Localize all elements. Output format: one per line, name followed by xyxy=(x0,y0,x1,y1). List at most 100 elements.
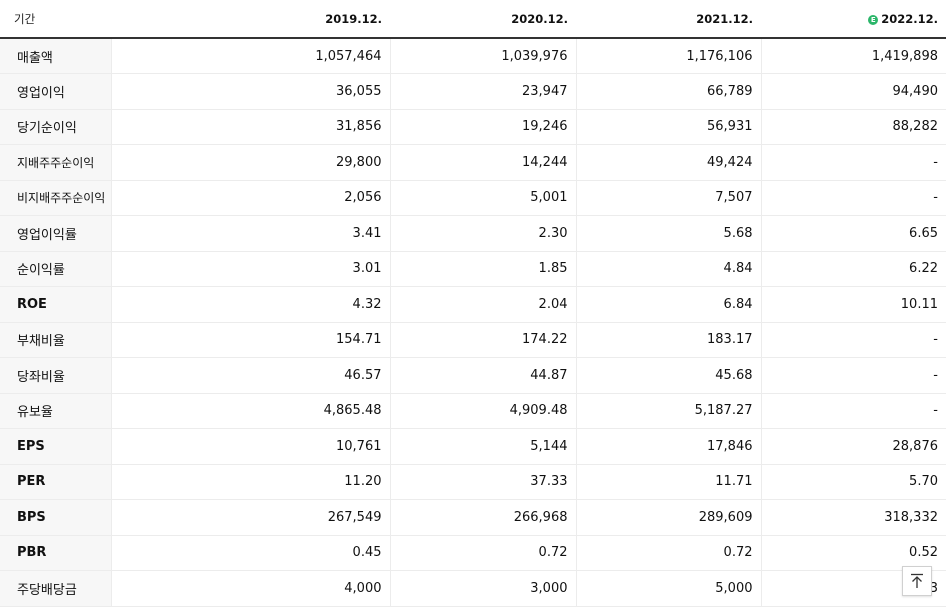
table-cell: 36,055 xyxy=(110,73,390,110)
table-cell: 3.41 xyxy=(110,215,390,252)
table-cell: 2,056 xyxy=(110,180,390,216)
table-row-bps: BPS 267,549 266,968 289,609 318,332 xyxy=(0,499,946,536)
table-cell: 0.45 xyxy=(110,535,390,571)
table-cell: 44.87 xyxy=(389,357,576,394)
table-row-noncontrolling-net-income: 비지배주주순이익 2,056 5,001 7,507 - xyxy=(0,180,946,216)
table-cell: - xyxy=(760,393,946,429)
table-cell: 0.52 xyxy=(760,535,946,571)
table-cell: 28,876 xyxy=(760,428,946,465)
row-label: 영업이익 xyxy=(0,73,111,110)
table-cell: 174.22 xyxy=(389,321,576,358)
table-row-operating-margin: 영업이익률 3.41 2.30 5.68 6.65 xyxy=(0,215,946,252)
table-cell: 19,246 xyxy=(389,109,576,145)
table-cell: - xyxy=(760,180,946,216)
table-cell: 4.84 xyxy=(575,251,761,287)
table-cell: 267,549 xyxy=(110,499,390,536)
table-cell: 37.33 xyxy=(389,464,576,500)
table-cell: 1,176,106 xyxy=(575,38,761,74)
table-cell: 2.30 xyxy=(389,215,576,252)
table-cell: 14,244 xyxy=(389,144,576,181)
table-cell: 4.32 xyxy=(110,286,390,323)
table-cell: 318,332 xyxy=(760,499,946,536)
table-cell: 5,000 xyxy=(575,570,761,607)
table-row-net-income: 당기순이익 31,856 19,246 56,931 88,282 xyxy=(0,109,946,145)
table-cell: 3.01 xyxy=(110,251,390,287)
table-cell: 10.11 xyxy=(760,286,946,323)
row-label: 지배주주순이익 xyxy=(0,144,111,181)
table-cell: 154.71 xyxy=(110,321,390,358)
table-cell: 6.84 xyxy=(575,286,761,323)
row-label: 비지배주주순이익 xyxy=(0,180,111,216)
row-label: PER xyxy=(0,464,111,500)
table-cell: 5,001 xyxy=(389,180,576,216)
table-cell: 1,039,976 xyxy=(389,38,576,74)
table-row-per: PER 11.20 37.33 11.71 5.70 xyxy=(0,464,946,500)
arrow-up-to-top-icon xyxy=(911,573,923,588)
table-cell: 4,865.48 xyxy=(110,393,390,429)
row-label: ROE xyxy=(0,286,111,323)
table-row-roe: ROE 4.32 2.04 6.84 10.11 xyxy=(0,286,946,323)
row-label: 부채비율 xyxy=(0,321,111,358)
row-label: 순이익률 xyxy=(0,251,111,287)
column-header-2022-estimate: E 2022.12. xyxy=(761,0,946,39)
table-cell: - xyxy=(760,144,946,181)
table-cell: 4,000 xyxy=(110,570,390,607)
row-label: EPS xyxy=(0,428,111,465)
column-header-2021: 2021.12. xyxy=(576,0,761,39)
table-cell: 10,761 xyxy=(110,428,390,465)
header-row: 기간 2019.12. 2020.12. 2021.12. E 2022.12. xyxy=(0,0,946,39)
row-label: PBR xyxy=(0,535,111,571)
table-cell: 11.20 xyxy=(110,464,390,500)
scroll-to-top-button[interactable] xyxy=(902,566,932,596)
column-header-2020: 2020.12. xyxy=(390,0,576,39)
table-cell: 46.57 xyxy=(110,357,390,394)
table-cell: 1.85 xyxy=(389,251,576,287)
table-cell: 266,968 xyxy=(389,499,576,536)
table-cell: 5,144 xyxy=(389,428,576,465)
table-cell: 6.65 xyxy=(760,215,946,252)
table-row-quick-ratio: 당좌비율 46.57 44.87 45.68 - xyxy=(0,357,946,394)
table-row-debt-ratio: 부채비율 154.71 174.22 183.17 - xyxy=(0,321,946,358)
row-label: BPS xyxy=(0,499,111,536)
table-cell: 289,609 xyxy=(575,499,761,536)
table-cell: 3,000 xyxy=(389,570,576,607)
table-row-controlling-net-income: 지배주주순이익 29,800 14,244 49,424 - xyxy=(0,144,946,181)
table-cell: 5.68 xyxy=(575,215,761,252)
table-cell: 88,282 xyxy=(760,109,946,145)
table-cell: 0.72 xyxy=(389,535,576,571)
table-row-reserve-ratio: 유보율 4,865.48 4,909.48 5,187.27 - xyxy=(0,393,946,429)
table-cell: 31,856 xyxy=(110,109,390,145)
column-header-2019: 2019.12. xyxy=(111,0,390,39)
table-cell: - xyxy=(760,357,946,394)
table-row-pbr: PBR 0.45 0.72 0.72 0.52 xyxy=(0,535,946,571)
table-row-revenue: 매출액 1,057,464 1,039,976 1,176,106 1,419,… xyxy=(0,38,946,74)
row-label: 주당배당금 xyxy=(0,570,111,607)
estimate-badge-icon: E xyxy=(868,14,879,25)
table-cell: 23,947 xyxy=(389,73,576,110)
table-cell: 5.70 xyxy=(760,464,946,500)
table-cell: 11.71 xyxy=(575,464,761,500)
table-cell: 6.22 xyxy=(760,251,946,287)
table-cell: 1,419,898 xyxy=(760,38,946,74)
row-label: 당기순이익 xyxy=(0,109,111,145)
row-label: 매출액 xyxy=(0,38,111,74)
table-cell: 56,931 xyxy=(575,109,761,145)
table-cell: - xyxy=(760,321,946,358)
table-cell: 5,187.27 xyxy=(575,393,761,429)
table-cell: 94,490 xyxy=(760,73,946,110)
row-label: 영업이익률 xyxy=(0,215,111,252)
table-cell: 2.04 xyxy=(389,286,576,323)
table-cell: 7,507 xyxy=(575,180,761,216)
table-cell: 183.17 xyxy=(575,321,761,358)
row-label: 유보율 xyxy=(0,393,111,429)
table-cell: 17,846 xyxy=(575,428,761,465)
table-cell: 4,909.48 xyxy=(389,393,576,429)
table-row-dividend-per-share: 주당배당금 4,000 3,000 5,000 1,3 xyxy=(0,570,946,607)
table-cell: 1,057,464 xyxy=(110,38,390,74)
row-label: 당좌비율 xyxy=(0,357,111,394)
table-row-net-margin: 순이익률 3.01 1.85 4.84 6.22 xyxy=(0,251,946,287)
table-row-eps: EPS 10,761 5,144 17,846 28,876 xyxy=(0,428,946,465)
table-row-operating-income: 영업이익 36,055 23,947 66,789 94,490 xyxy=(0,73,946,110)
table-cell: 49,424 xyxy=(575,144,761,181)
